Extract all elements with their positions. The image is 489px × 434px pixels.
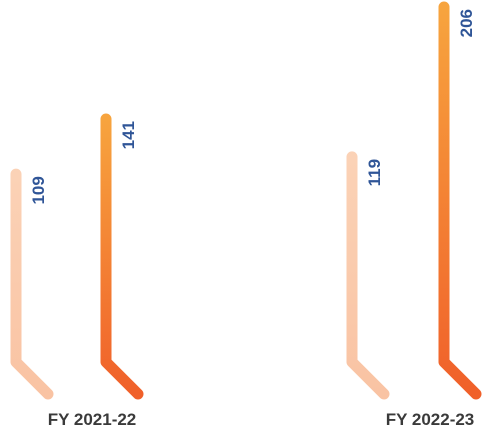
category-label-0: FY 2021-22 [48, 410, 137, 429]
bar-0-0 [10, 168, 54, 400]
bar-1-1 [438, 1, 482, 400]
value-label-1-0: 119 [365, 159, 384, 186]
category-label-1: FY 2022-23 [386, 410, 475, 429]
value-label-0-1: 141 [119, 121, 138, 149]
chart-marks: 109 141 119 206 [10, 1, 482, 400]
bar-0-1 [100, 113, 144, 400]
bar-1-0 [346, 151, 390, 400]
value-label-0-0: 109 [29, 176, 48, 204]
value-label-1-1: 206 [457, 9, 476, 37]
